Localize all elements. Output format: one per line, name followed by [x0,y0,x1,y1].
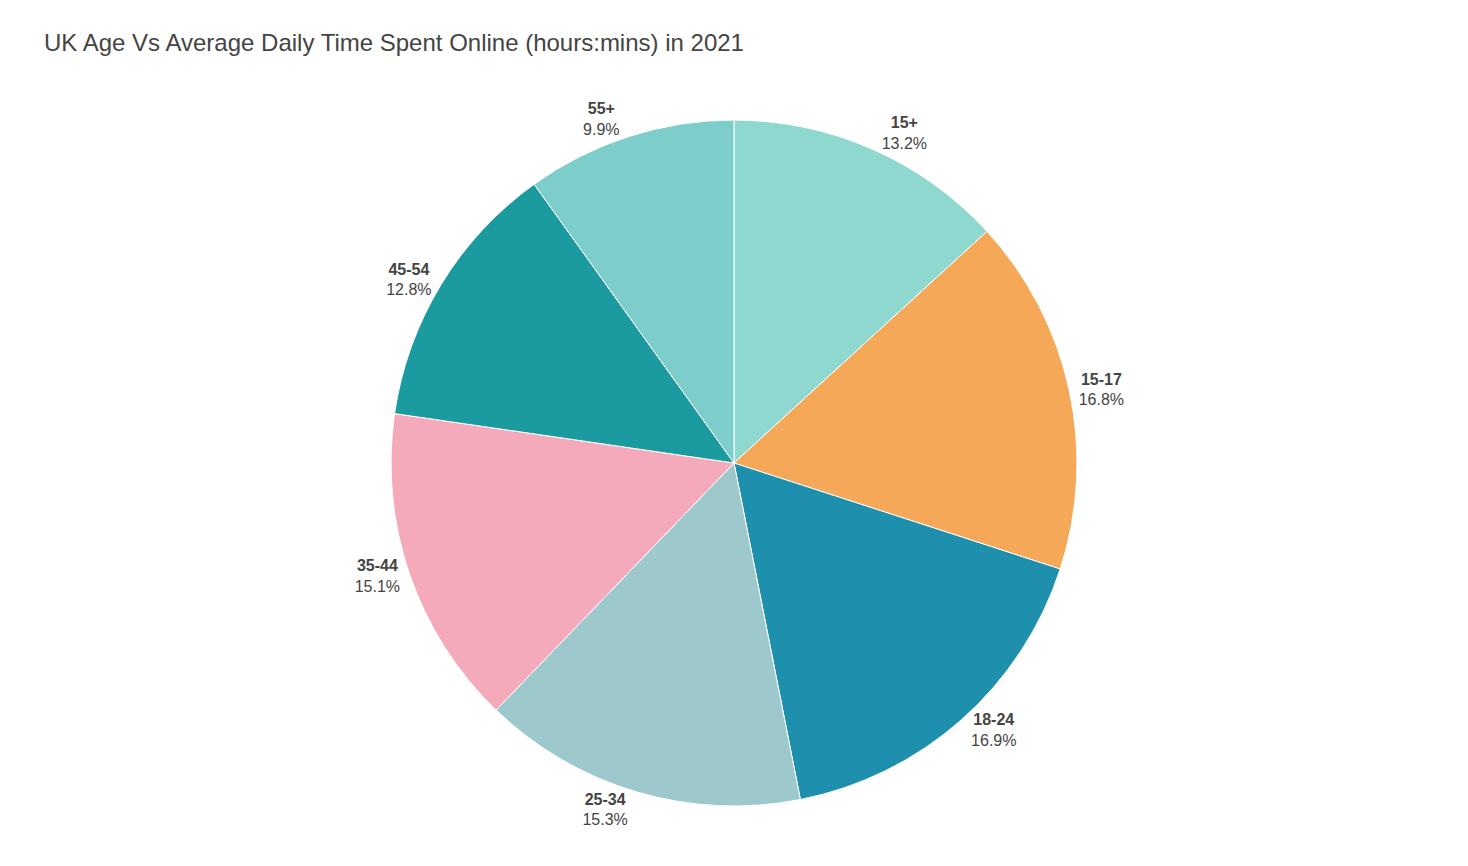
svg-text:45-5412.8%: 45-5412.8% [386,261,431,299]
svg-text:18-2416.9%: 18-2416.9% [971,711,1016,749]
svg-text:55+9.9%: 55+9.9% [583,100,619,138]
svg-text:25-3415.3%: 25-3415.3% [582,791,627,829]
svg-text:35-4415.1%: 35-4415.1% [355,557,400,595]
svg-text:15+13.2%: 15+13.2% [882,114,927,152]
svg-text:15-1716.8%: 15-1716.8% [1079,371,1124,409]
svg-text:UK Age Vs Average Daily Time S: UK Age Vs Average Daily Time Spent Onlin… [44,29,744,56]
